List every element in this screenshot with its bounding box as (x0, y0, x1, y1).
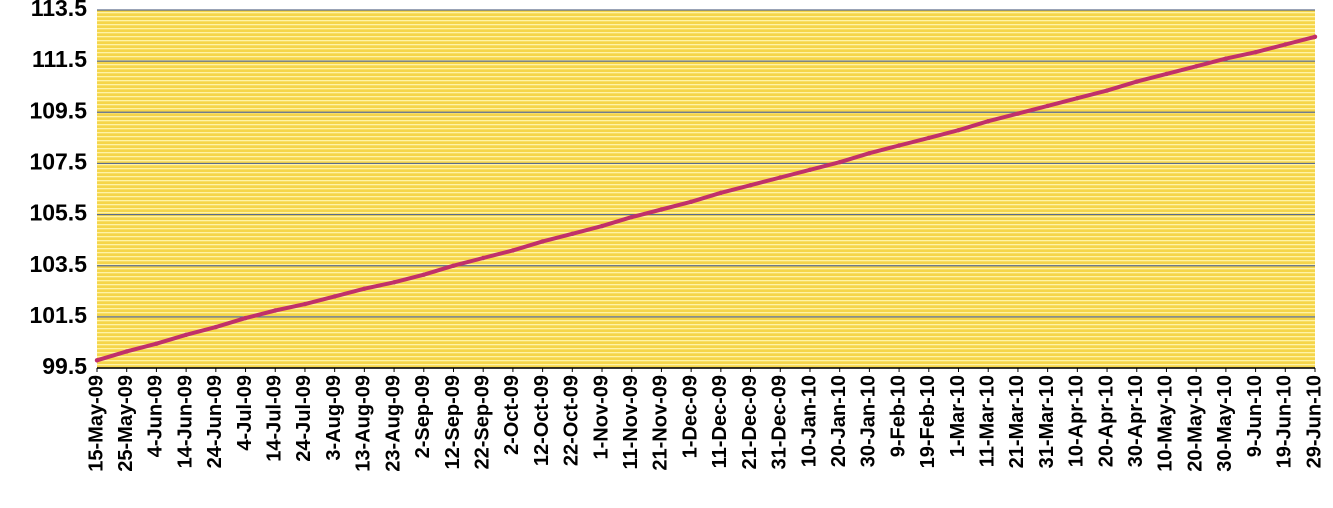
data-point (956, 128, 961, 133)
x-tick-label: 10-Jan-10 (798, 375, 820, 467)
data-point (688, 199, 694, 204)
x-tick-label: 19-Jun-10 (1274, 375, 1296, 468)
data-point (94, 358, 100, 363)
x-tick-label: 31-Mar-10 (1036, 375, 1058, 468)
y-tick-label: 109.5 (29, 97, 87, 123)
y-tick-label: 103.5 (29, 251, 87, 277)
data-point (1253, 50, 1258, 55)
x-tick-label: 20-Jan-10 (828, 375, 850, 467)
data-point (986, 119, 991, 124)
data-point (451, 263, 456, 268)
x-tick-label: 14-Jul-09 (264, 375, 286, 462)
data-point (896, 143, 902, 148)
x-tick-label: 30-Jan-10 (858, 375, 880, 467)
x-tick-label: 20-Apr-10 (1095, 375, 1117, 467)
data-point (748, 183, 753, 188)
x-tick-label: 4-Jun-09 (145, 375, 167, 457)
y-tick-label: 105.5 (29, 200, 87, 226)
data-point (1045, 103, 1050, 109)
y-tick-label: 107.5 (29, 149, 87, 175)
x-tick-label: 29-Jun-10 (1303, 375, 1325, 468)
series-line (95, 34, 1317, 363)
x-tick-label: 1-Nov-09 (590, 375, 612, 459)
x-tick-label: 30-Apr-10 (1125, 375, 1147, 467)
x-tick-label: 11-Dec-09 (709, 375, 731, 468)
x-tick-label: 24-Jul-09 (293, 375, 315, 462)
data-point (778, 175, 783, 180)
data-point (1164, 71, 1169, 77)
data-point (1015, 111, 1021, 116)
y-tick-label: 99.5 (42, 353, 87, 379)
data-point (421, 272, 426, 277)
x-tick-label: 4-Jul-09 (234, 375, 256, 451)
data-point (243, 315, 248, 321)
data-point (154, 341, 159, 346)
y-tick-label: 101.5 (29, 302, 87, 328)
data-point (659, 207, 664, 212)
data-point (867, 151, 872, 156)
data-point (302, 301, 308, 307)
data-point (481, 255, 486, 261)
x-tick-label: 22-Sep-09 (471, 375, 493, 470)
data-point (124, 349, 129, 354)
x-tick-label: 30-May-10 (1214, 375, 1236, 472)
x-tick-label: 14-Jun-09 (174, 375, 196, 468)
data-point (213, 324, 218, 330)
x-tick-label: 23-Aug-09 (382, 375, 404, 472)
data-point (183, 332, 189, 337)
data-point (718, 190, 724, 195)
x-tick-label: 25-May-09 (115, 375, 137, 472)
x-tick-label: 13-Aug-09 (353, 375, 375, 472)
x-tick-label: 11-Mar-10 (977, 375, 999, 467)
data-point (362, 286, 367, 291)
y-tick-label: 113.5 (31, 0, 87, 21)
x-tick-label: 1-Dec-09 (679, 375, 701, 458)
x-tick-label: 31-Dec-09 (769, 375, 791, 470)
data-point (1312, 34, 1318, 39)
data-point (1283, 42, 1288, 47)
x-tick-label: 2-Sep-09 (412, 375, 434, 458)
x-tick-label: 12-Oct-09 (531, 375, 553, 466)
x-tick-label: 12-Sep-09 (442, 375, 464, 470)
x-tick-label: 10-Apr-10 (1066, 375, 1088, 467)
data-point (1075, 96, 1080, 101)
data-point (1104, 88, 1110, 93)
x-tick-label: 21-Dec-09 (739, 375, 761, 470)
data-point (629, 214, 634, 220)
x-tick-label: 10-May-10 (1155, 375, 1177, 472)
x-tick-label: 2-Oct-09 (501, 375, 523, 455)
data-point (273, 308, 278, 313)
x-tick-label: 9-Feb-10 (887, 375, 909, 457)
data-point (837, 160, 842, 165)
y-tick-label: 111.5 (32, 46, 87, 72)
x-tick-label: 3-Aug-09 (323, 375, 345, 461)
data-point (807, 167, 813, 172)
x-tick-label: 20-May-10 (1184, 375, 1206, 472)
y-axis: 99.5 101.5 103.5 105.5 107.5 109.5 111.5 113.5 (29, 0, 87, 379)
data-point (926, 135, 931, 141)
x-tick-label: 9-Jun-10 (1244, 375, 1266, 457)
gridlines (97, 9, 1315, 369)
data-point (510, 248, 516, 253)
data-point (599, 223, 605, 229)
x-tick-label: 19-Feb-10 (917, 375, 939, 468)
data-point (1223, 56, 1229, 61)
data-point (332, 294, 337, 299)
plot-area (97, 10, 1315, 368)
x-tick-label: 1-Mar-10 (947, 375, 969, 457)
x-tick-label: 24-Jun-09 (204, 375, 226, 468)
x-tick-label: 22-Oct-09 (561, 375, 583, 466)
data-point (1134, 79, 1140, 84)
data-point (570, 231, 575, 236)
x-tick-label: 21-Nov-09 (650, 375, 672, 471)
data-point (540, 239, 545, 244)
x-tick-label: 15-May-09 (85, 375, 107, 472)
series-layer (94, 34, 1318, 363)
x-tick-label: 11-Nov-09 (620, 375, 642, 470)
data-point (1194, 64, 1199, 69)
x-tick-label: 21-Mar-10 (1006, 375, 1028, 468)
x-axis: 15-May-09 25-May-09 4-Jun-09 14-Jun-09 24-Ju… (85, 368, 1325, 472)
data-point (391, 280, 397, 285)
